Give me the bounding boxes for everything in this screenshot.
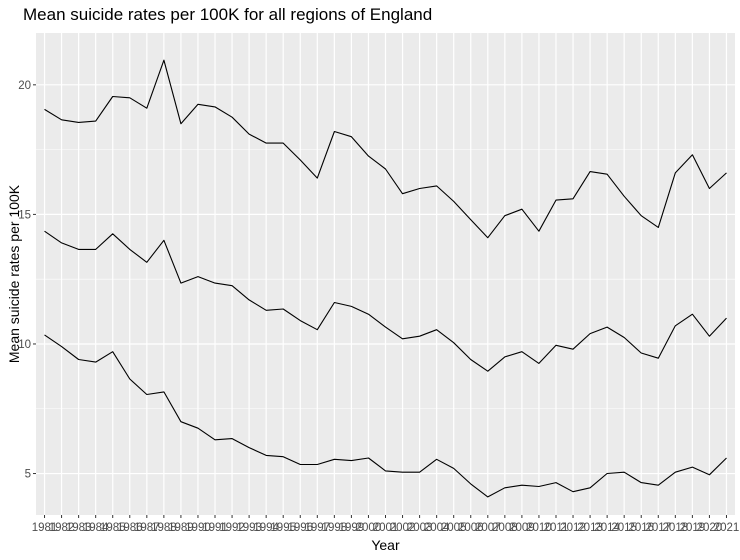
x-tick-label: 2008 bbox=[492, 522, 518, 534]
chart-title: Mean suicide rates per 100K for all regi… bbox=[23, 5, 433, 24]
x-tick-label: 2003 bbox=[407, 522, 433, 534]
y-tick-label: 15 bbox=[18, 209, 31, 221]
x-tick-label: 2020 bbox=[697, 522, 723, 534]
x-tick-label: 2013 bbox=[577, 522, 603, 534]
x-tick-label: 2009 bbox=[509, 522, 535, 534]
x-tick-label: 1986 bbox=[117, 522, 143, 534]
x-tick-label: 1996 bbox=[287, 522, 313, 534]
x-tick-label: 2016 bbox=[628, 522, 654, 534]
x-tick-label: 1984 bbox=[83, 522, 109, 534]
x-tick-label: 2015 bbox=[611, 522, 637, 534]
x-tick-label: 1992 bbox=[219, 522, 245, 534]
x-tick-label: 1999 bbox=[339, 522, 365, 534]
x-tick-label: 2006 bbox=[458, 522, 484, 534]
x-tick-label: 2000 bbox=[356, 522, 382, 534]
x-tick-label: 2010 bbox=[526, 522, 552, 534]
x-tick-label: 1997 bbox=[305, 522, 331, 534]
x-tick-label: 1990 bbox=[185, 522, 211, 534]
x-tick-label: 1982 bbox=[49, 522, 75, 534]
x-tick-label: 2011 bbox=[544, 522, 569, 534]
series-line-3 bbox=[44, 334, 727, 498]
x-tick-label: 1991 bbox=[202, 522, 228, 534]
x-tick-label: 1995 bbox=[270, 522, 296, 534]
x-tick-label: 2002 bbox=[390, 522, 416, 534]
y-tick-label: 10 bbox=[18, 339, 31, 351]
x-tick-label: 2007 bbox=[475, 522, 501, 534]
x-tick-label: 1988 bbox=[151, 522, 177, 534]
x-tick-label: 1983 bbox=[66, 522, 92, 534]
x-tick-label: 2018 bbox=[663, 522, 689, 534]
series-line-2 bbox=[44, 230, 727, 372]
series-line-1 bbox=[44, 59, 727, 239]
x-tick-label: 1993 bbox=[236, 522, 262, 534]
x-tick-label: 2019 bbox=[680, 522, 706, 534]
x-tick-label: 1994 bbox=[253, 522, 279, 534]
x-tick-label: 1981 bbox=[32, 522, 58, 534]
x-tick-label: 2005 bbox=[441, 522, 467, 534]
x-tick-label: 2004 bbox=[424, 522, 450, 534]
x-tick-label: 1985 bbox=[100, 522, 126, 534]
x-tick-label: 2021 bbox=[714, 522, 740, 534]
x-tick-label: 2001 bbox=[373, 522, 399, 534]
y-axis-title: Mean suicide rates per 100K bbox=[6, 184, 22, 363]
x-tick-label: 1989 bbox=[168, 522, 194, 534]
y-tick-label: 20 bbox=[18, 80, 31, 92]
x-axis-title: Year bbox=[371, 537, 400, 553]
y-tick-label: 5 bbox=[25, 469, 31, 481]
x-tick-label: 2017 bbox=[645, 522, 671, 534]
x-tick-label: 2012 bbox=[560, 522, 586, 534]
x-tick-label: 1998 bbox=[322, 522, 348, 534]
x-tick-label: 2014 bbox=[594, 522, 620, 534]
x-tick-label: 1987 bbox=[134, 522, 160, 534]
